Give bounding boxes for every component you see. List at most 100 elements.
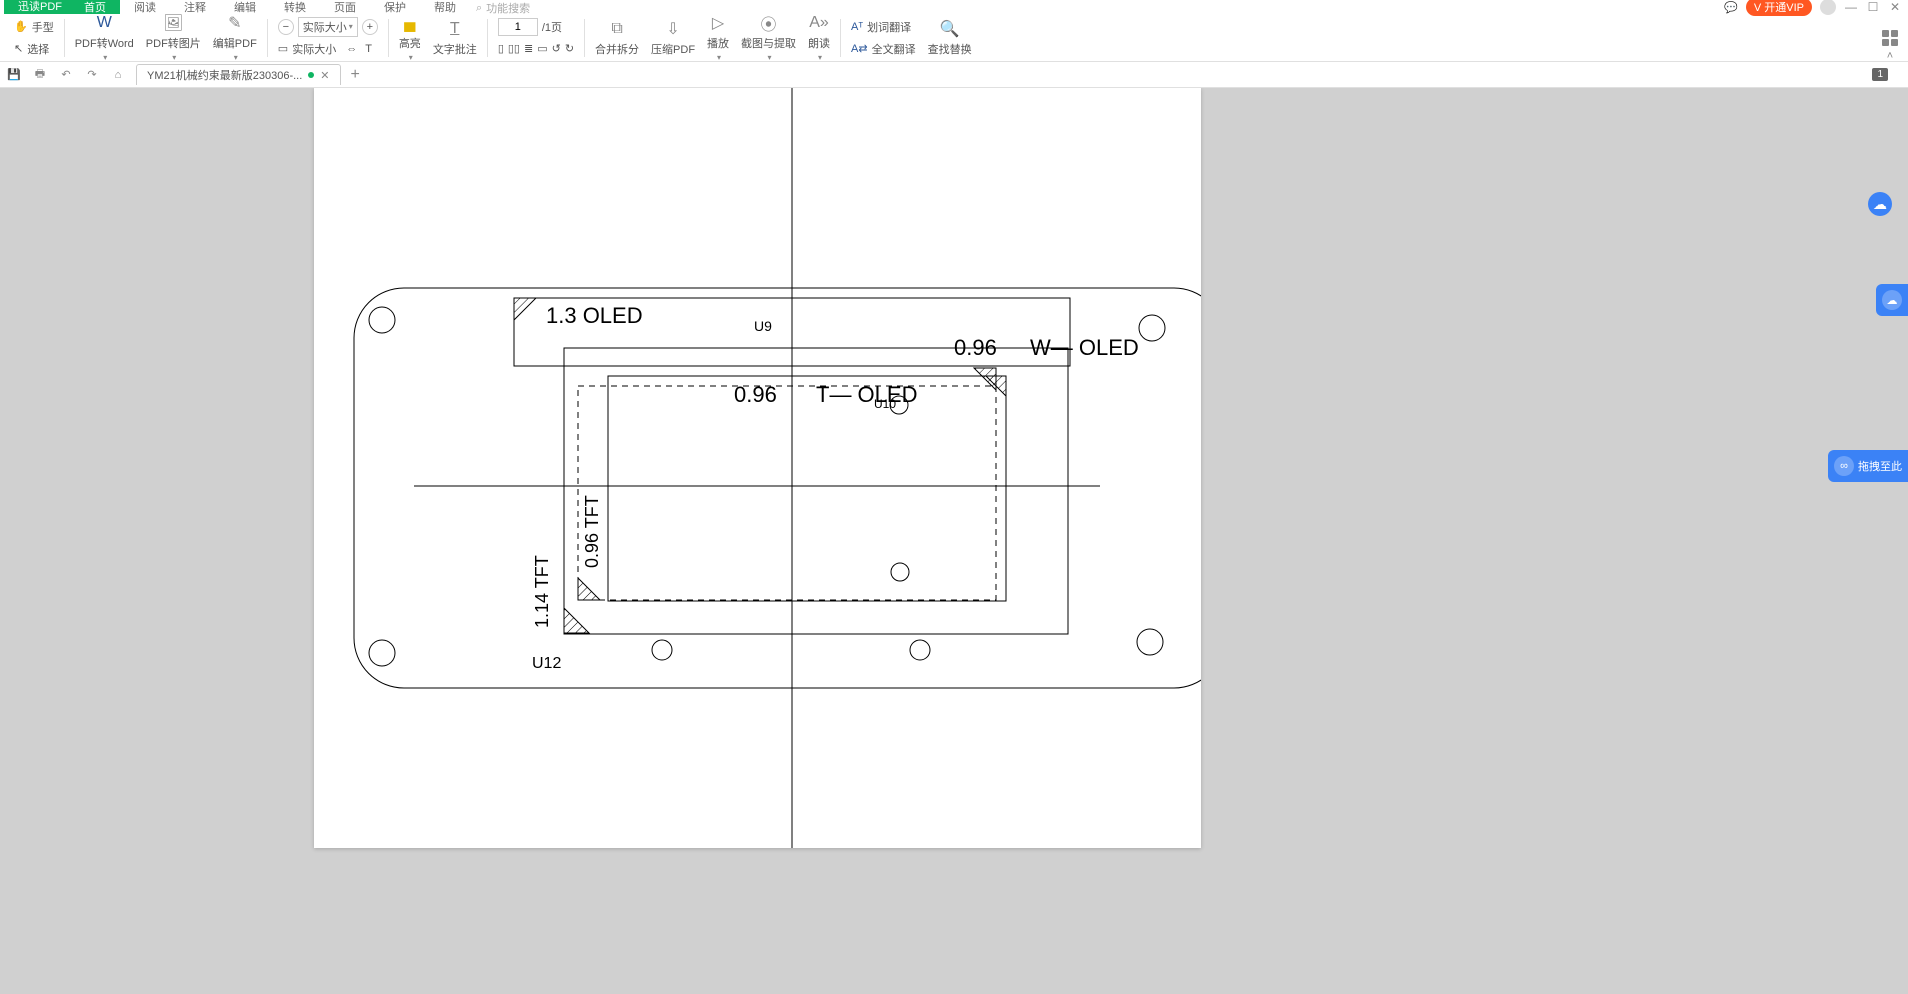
separator (840, 19, 841, 57)
feature-search[interactable]: ⌕ 功能搜索 (470, 0, 536, 16)
print-icon[interactable]: 🖶 (32, 67, 48, 83)
menu-bar: 迅读PDF 首页阅读注释编辑转换页面保护帮助 ⌕ 功能搜索 💬 V 开通VIP … (0, 0, 1908, 14)
svg-text:1.3 OLED: 1.3 OLED (546, 303, 643, 328)
cloud-float-button[interactable]: ☁ (1876, 284, 1908, 316)
rotate-ccw-icon[interactable]: ↺ (552, 42, 561, 55)
menu-tab-5[interactable]: 页面 (320, 0, 370, 14)
modified-dot-icon (308, 72, 314, 78)
vip-button[interactable]: V 开通VIP (1746, 0, 1812, 16)
drag-drop-button[interactable]: ∞ 拖拽至此 (1828, 450, 1908, 482)
translate-doc-icon: A⇄ (851, 42, 868, 55)
read-aloud-button[interactable]: A»朗读 (802, 11, 836, 64)
undo-icon[interactable]: ↶ (58, 67, 74, 83)
home-icon[interactable]: ⌂ (110, 67, 126, 83)
highlight-icon: ▄ (400, 13, 420, 33)
hand-icon: ✋ (14, 20, 28, 33)
svg-text:U12: U12 (532, 655, 561, 672)
fit-width-icon[interactable]: ⇔ (346, 43, 357, 55)
cursor-tools-group: ✋手型 ↖选择 (8, 17, 60, 59)
menu-tab-3[interactable]: 编辑 (220, 0, 270, 14)
edit-pdf-button[interactable]: ✎编辑PDF (207, 11, 263, 64)
document-tab[interactable]: YM21机械约束最新版230306-... ✕ (136, 64, 341, 85)
search-icon: 🔍 (940, 19, 960, 39)
svg-text:T— OLED: T— OLED (816, 382, 917, 407)
svg-text:1.14 TFT: 1.14 TFT (532, 555, 552, 628)
book-icon[interactable]: ▭ (537, 42, 547, 55)
svg-text:U9: U9 (754, 318, 772, 334)
separator (487, 19, 488, 57)
merge-split-button[interactable]: ⧉合并拆分 (589, 17, 645, 59)
play-button[interactable]: ▷播放 (701, 11, 735, 64)
compress-button[interactable]: ⇩压缩PDF (645, 17, 701, 59)
menu-tab-1[interactable]: 阅读 (120, 0, 170, 14)
rotate-cw-icon[interactable]: ↻ (565, 42, 574, 55)
speaker-icon: A» (809, 13, 829, 33)
pdf-to-word-button[interactable]: WPDF转Word (69, 11, 140, 64)
menu-tabs: 首页阅读注释编辑转换页面保护帮助 (70, 0, 470, 14)
separator (64, 19, 65, 57)
redo-icon[interactable]: ↷ (84, 67, 100, 83)
highlight-button[interactable]: ▄高亮 (393, 11, 427, 64)
ribbon-collapse: ˄ (1882, 30, 1898, 62)
svg-text:0.96: 0.96 (734, 382, 777, 407)
window-controls: 💬 V 开通VIP — ☐ ✕ (1724, 0, 1902, 16)
page-nav-group: /1页 ▯ ▯▯ ≣ ▭ ↺ ↻ (492, 17, 580, 59)
link-icon: ∞ (1834, 456, 1854, 476)
close-icon[interactable]: ✕ (1888, 0, 1902, 14)
page-badge: 1 (1872, 68, 1888, 81)
menu-tab-7[interactable]: 帮助 (420, 0, 470, 14)
single-page-icon[interactable]: ▯ (498, 42, 504, 55)
text-select-icon[interactable]: T (365, 43, 372, 55)
separator (584, 19, 585, 57)
document-canvas[interactable]: 1.3 OLEDU90.96W— OLED0.96T— OLEDU100.96 … (0, 88, 1908, 994)
separator (267, 19, 268, 57)
actual-size-button[interactable]: ▭实际大小 ⇔ T (278, 39, 378, 59)
zoom-group: − 实际大小 + ▭实际大小 ⇔ T (272, 17, 384, 59)
two-page-icon[interactable]: ▯▯ (508, 42, 520, 55)
hand-tool[interactable]: ✋手型 (14, 17, 54, 37)
translate-icon: Aᵀ (851, 21, 863, 33)
menu-tab-4[interactable]: 转换 (270, 0, 320, 14)
zoom-in-icon[interactable]: + (362, 19, 378, 35)
page-total: /1页 (542, 19, 562, 35)
pdf-to-image-button[interactable]: 🖼PDF转图片 (140, 11, 207, 64)
text-annotation-button[interactable]: T̲文字批注 (427, 17, 483, 59)
zoom-out-icon[interactable]: − (278, 19, 294, 35)
edit-icon: ✎ (225, 13, 245, 33)
word-icon: W (94, 13, 114, 33)
maximize-icon[interactable]: ☐ (1866, 0, 1880, 14)
page-indicator: /1页 (498, 17, 574, 37)
pdf-page: 1.3 OLEDU90.96W— OLED0.96T— OLEDU100.96 … (314, 88, 1201, 848)
separator (388, 19, 389, 57)
search-label: 功能搜索 (486, 0, 530, 16)
add-tab-icon[interactable]: + (351, 66, 360, 84)
zoom-select[interactable]: 实际大小 (298, 17, 358, 37)
full-translate-button[interactable]: A⇄全文翻译 (851, 39, 916, 59)
svg-text:W— OLED: W— OLED (1030, 335, 1139, 360)
page-input[interactable] (498, 18, 538, 36)
word-translate-button[interactable]: Aᵀ划词翻译 (851, 17, 916, 37)
svg-text:0.96: 0.96 (954, 335, 997, 360)
drawing-svg: 1.3 OLEDU90.96W— OLED0.96T— OLEDU100.96 … (314, 88, 1201, 848)
minimize-icon[interactable]: — (1844, 0, 1858, 14)
engineering-drawing: 1.3 OLEDU90.96W— OLED0.96T— OLEDU100.96 … (314, 88, 1201, 848)
find-replace-button[interactable]: 🔍查找替换 (922, 17, 978, 59)
menu-tab-0[interactable]: 首页 (70, 0, 120, 14)
message-icon[interactable]: 💬 (1724, 1, 1738, 14)
continuous-icon[interactable]: ≣ (524, 42, 533, 55)
merge-icon: ⧉ (607, 19, 627, 39)
menu-tab-2[interactable]: 注释 (170, 0, 220, 14)
document-tabs-bar: 💾 🖶 ↶ ↷ ⌂ YM21机械约束最新版230306-... ✕ + 1 (0, 62, 1908, 88)
cloud-sync-icon[interactable]: ☁ (1868, 192, 1892, 216)
screenshot-button[interactable]: ⦿截图与提取 (735, 11, 802, 64)
select-tool[interactable]: ↖选择 (14, 39, 54, 59)
save-icon[interactable]: 💾 (6, 67, 22, 83)
user-avatar-icon[interactable] (1820, 0, 1836, 15)
translate-group: Aᵀ划词翻译 A⇄全文翻译 (845, 17, 922, 59)
close-tab-icon[interactable]: ✕ (320, 69, 329, 82)
menu-tab-6[interactable]: 保护 (370, 0, 420, 14)
app-name: 迅读PDF (18, 0, 62, 14)
screenshot-icon: ⦿ (759, 13, 779, 33)
apps-icon[interactable] (1882, 30, 1898, 46)
collapse-ribbon-icon[interactable]: ˄ (1882, 50, 1898, 62)
